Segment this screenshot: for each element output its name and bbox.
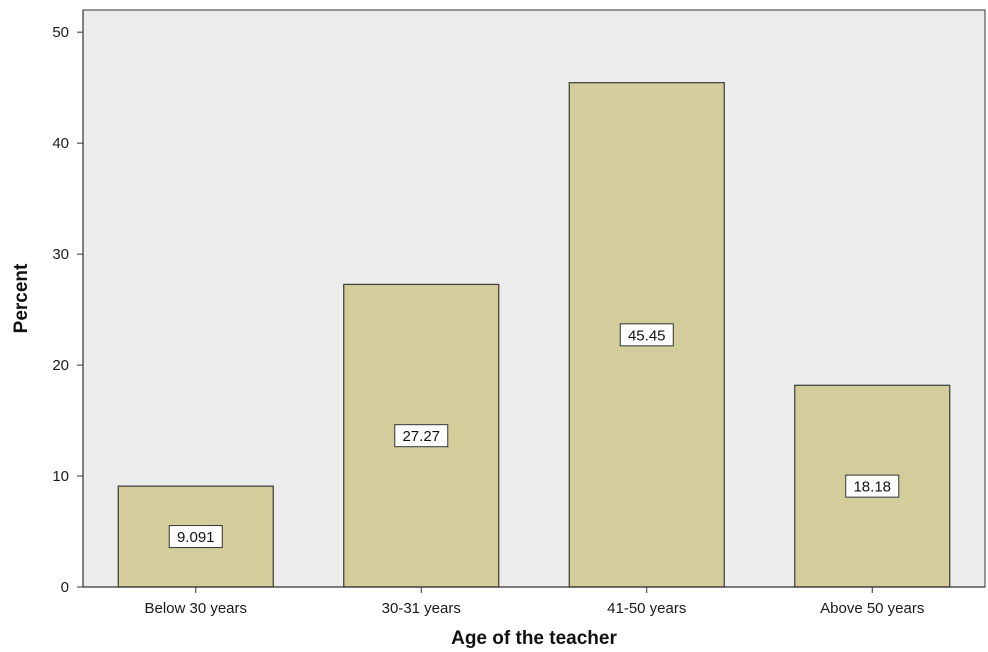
value-label: 9.091 (177, 529, 215, 546)
x-tick-label: 41-50 years (607, 600, 686, 617)
y-tick-label: 20 (52, 357, 69, 374)
bars-group: 9.091 27.27 45.45 18.18 (117, 82, 951, 588)
value-label: 45.45 (628, 327, 666, 344)
x-tick-label: 30-31 years (382, 600, 461, 617)
y-axis-title: Percent (11, 263, 32, 333)
y-tick-label: 10 (52, 468, 69, 485)
x-axis-title: Age of the teacher (451, 628, 617, 649)
y-tick-label: 40 (52, 135, 69, 152)
y-tick-label: 30 (52, 246, 69, 263)
x-tick-label: Above 50 years (820, 600, 924, 617)
value-label-box (168, 525, 223, 549)
y-axis-ticks: 0 10 20 30 40 50 (52, 24, 83, 596)
x-axis-labels: Below 30 years 30-31 years 41-50 years Abov… (144, 587, 924, 617)
x-tick-label: Below 30 years (144, 600, 247, 617)
value-label-box (845, 474, 900, 498)
value-label-box (394, 424, 449, 448)
value-label-box (619, 323, 674, 347)
value-label: 18.18 (853, 479, 891, 496)
y-tick-label: 0 (61, 579, 69, 596)
y-tick-label: 50 (52, 24, 69, 41)
value-label: 27.27 (402, 428, 440, 445)
